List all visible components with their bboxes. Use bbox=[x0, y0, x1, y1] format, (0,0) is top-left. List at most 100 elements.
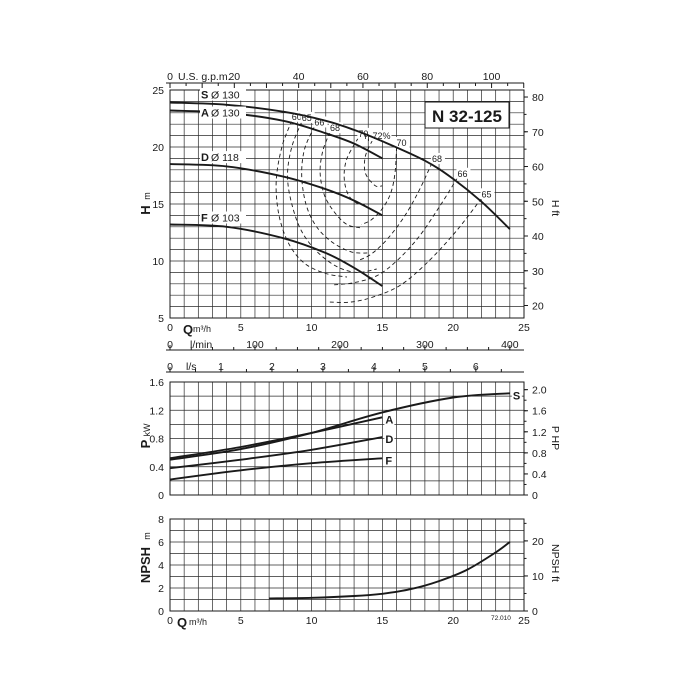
q-tick-label: 25 bbox=[518, 615, 530, 627]
p-tick-label: 0 bbox=[158, 490, 164, 502]
power-curve-s bbox=[169, 392, 510, 461]
plot-frame bbox=[169, 89, 525, 319]
q-tick-label: 15 bbox=[377, 322, 389, 334]
head-curve-f bbox=[169, 223, 383, 287]
h-tick-label: 5 bbox=[158, 313, 164, 325]
power-curve-d bbox=[169, 436, 383, 470]
q-axis-title: Q bbox=[177, 615, 187, 630]
hft-tick-label: 60 bbox=[532, 162, 544, 174]
hft-tick-label: 30 bbox=[532, 266, 544, 278]
head-curve-label: D bbox=[201, 152, 209, 164]
hft-axis-title: H ft bbox=[549, 200, 561, 216]
efficiency-curve bbox=[275, 120, 348, 278]
q-axis-unit: m³/h bbox=[193, 324, 211, 334]
php-tick-label: 0.8 bbox=[532, 448, 547, 460]
power-curve-a bbox=[169, 416, 383, 460]
power-curve-f bbox=[169, 457, 383, 481]
gpm-tick-label: 60 bbox=[357, 71, 369, 83]
hft-tick-label: 20 bbox=[532, 301, 544, 313]
head-label-bg bbox=[200, 211, 246, 224]
power-label-bg bbox=[384, 433, 395, 446]
php-tick-label: 1.6 bbox=[532, 406, 547, 418]
npsh-tick-label: 8 bbox=[158, 514, 164, 526]
p-tick-label: 1.6 bbox=[149, 377, 164, 389]
h-tick-label: 10 bbox=[152, 256, 164, 268]
ls-axis-label: l/s bbox=[186, 361, 197, 373]
p-axis-unit: kW bbox=[142, 423, 152, 437]
q-tick-label: 5 bbox=[238, 322, 244, 334]
h-axis-title: H bbox=[138, 205, 153, 214]
power-chart: 0 0.4 0.8 1.2 1.6 0 0.4 0.8 1.2 1.6 2.0 PkW P HP S ADF bbox=[138, 377, 561, 502]
efficiency-label: 68 bbox=[432, 154, 442, 164]
php-tick-label: 0 bbox=[532, 490, 538, 502]
efficiency-symbol: η bbox=[364, 131, 369, 141]
efficiency-label-bg bbox=[480, 188, 495, 200]
head-label-bg bbox=[200, 88, 246, 101]
hft-tick-label: 70 bbox=[532, 127, 544, 139]
hft-tick-label: 50 bbox=[532, 196, 544, 208]
head-label-bg bbox=[200, 151, 246, 164]
q-tick-label: 0 bbox=[167, 615, 173, 627]
gpm-tick-label: 20 bbox=[228, 71, 240, 83]
gpm-tick-label: 40 bbox=[293, 71, 305, 83]
power-label-bg bbox=[384, 454, 395, 467]
power-curve-label: D bbox=[385, 434, 393, 446]
h-tick-label: 25 bbox=[152, 85, 164, 97]
plot-frame bbox=[169, 518, 525, 612]
lmin-tick-label: 0 bbox=[167, 339, 173, 351]
q-tick-label: 10 bbox=[306, 615, 318, 627]
efficiency-label: 60 bbox=[292, 112, 302, 122]
npshft-tick-label: 20 bbox=[532, 536, 544, 548]
q-axis-unit: m³/h bbox=[189, 617, 207, 627]
h-axis-unit: m bbox=[142, 192, 152, 200]
ls-tick-label: 0 bbox=[167, 361, 173, 373]
efficiency-label: 66 bbox=[314, 117, 324, 127]
gpm-tick-label: 100 bbox=[483, 71, 501, 83]
gpm-tick-label: 0 bbox=[167, 71, 173, 83]
efficiency-label-bg bbox=[313, 116, 328, 128]
power-curve-label: A bbox=[385, 414, 393, 426]
php-axis-title: P HP bbox=[549, 426, 561, 450]
head-curve-diameter: Ø 130 bbox=[211, 108, 240, 120]
gpm-tick-label: 80 bbox=[421, 71, 433, 83]
npsh-axis-title: NPSH bbox=[138, 547, 153, 583]
chart-title: N 32-125 bbox=[432, 107, 502, 126]
php-tick-label: 1.2 bbox=[532, 427, 547, 439]
efficiency-label-bg bbox=[395, 137, 410, 148]
npshft-tick-label: 10 bbox=[532, 571, 544, 583]
npsh-axis-unit: m bbox=[142, 532, 152, 540]
head-curve-label: A bbox=[201, 108, 209, 120]
head-curve-d bbox=[169, 163, 383, 217]
npshft-axis-title: NPSH ft bbox=[549, 544, 561, 582]
head-curve-label: F bbox=[201, 213, 208, 225]
head-curve-label: S bbox=[201, 90, 208, 102]
efficiency-label-bg bbox=[300, 111, 315, 123]
npsh-tick-label: 4 bbox=[158, 560, 164, 572]
lmin-tick-label: 200 bbox=[331, 339, 349, 351]
npsh-chart: 0 2 4 6 8 0 10 20 NPSH m NPSH ft 0 5 10 15 20 25 Q m³/h 72.… bbox=[138, 514, 561, 630]
ls-tick-label: 1 bbox=[218, 361, 224, 373]
p-tick-label: 1.2 bbox=[149, 405, 164, 417]
title-box bbox=[424, 101, 510, 129]
q-tick-label: 5 bbox=[238, 615, 244, 627]
q-tick-label: 15 bbox=[377, 615, 389, 627]
php-tick-label: 2.0 bbox=[532, 385, 547, 397]
efficiency-label-bg bbox=[290, 110, 305, 122]
p-tick-label: 0.8 bbox=[149, 434, 164, 446]
efficiency-curve bbox=[328, 198, 482, 303]
efficiency-curve bbox=[343, 137, 369, 206]
efficiency-label: 70 bbox=[397, 138, 407, 148]
npsh-tick-label: 2 bbox=[158, 583, 164, 595]
efficiency-curve bbox=[301, 126, 369, 254]
efficiency-curve bbox=[287, 121, 377, 273]
lmin-axis-label: l/min bbox=[190, 339, 212, 351]
q-tick-label: 20 bbox=[447, 615, 459, 627]
npsh-tick-label: 0 bbox=[158, 606, 164, 618]
efficiency-label: 66 bbox=[457, 169, 467, 179]
power-label-bg bbox=[384, 413, 395, 426]
head-label-bg bbox=[200, 106, 246, 119]
npshft-tick-label: 0 bbox=[532, 606, 538, 618]
efficiency-curve bbox=[361, 146, 398, 225]
